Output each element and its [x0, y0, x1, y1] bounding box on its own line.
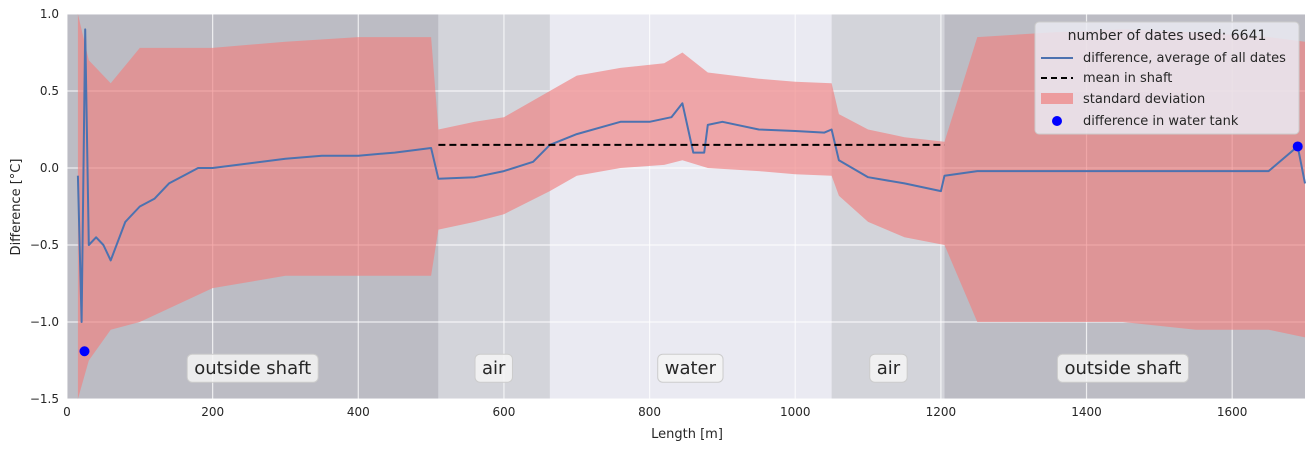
- y-tick-label: −1.5: [30, 392, 59, 406]
- legend-label-dashed: mean in shaft: [1083, 71, 1172, 86]
- x-tick-label: 1600: [1217, 405, 1248, 419]
- x-axis-label: Length [m]: [651, 427, 723, 442]
- x-tick-label: 600: [492, 405, 515, 419]
- x-tick-label: 1200: [926, 405, 957, 419]
- y-ticks: −1.5 −1.0 −0.5 0.0 0.5 1.0: [30, 7, 59, 406]
- std-band: [77, 14, 1305, 399]
- legend-swatch-band: [1041, 93, 1073, 104]
- legend-label-line: difference, average of all dates: [1083, 51, 1286, 66]
- x-tick-label: 1000: [780, 405, 811, 419]
- y-tick-label: 1.0: [40, 7, 59, 21]
- region-label-4: outside shaft: [1064, 358, 1181, 379]
- region-label-1: air: [482, 358, 506, 379]
- region-label-box-2: [657, 353, 724, 383]
- legend: number of dates used: 6641 difference, a…: [1034, 21, 1300, 135]
- legend-title: number of dates used: 6641: [1068, 28, 1267, 44]
- region-label-box-3: [869, 353, 908, 383]
- region-label-box-4: [1056, 353, 1189, 383]
- series-lines: [76, 28, 1306, 323]
- region-label-0: outside shaft: [194, 358, 311, 379]
- x-tick-label: 0: [63, 405, 71, 419]
- x-tick-label: 1400: [1071, 405, 1102, 419]
- legend-label-point: difference in water tank: [1083, 114, 1239, 129]
- region-label-2: water: [665, 358, 717, 379]
- x-tick-label: 800: [638, 405, 661, 419]
- x-ticks: 0 200 400 600 800 1000 1200 1400 1600: [63, 405, 1247, 419]
- series-points: [79, 141, 1303, 357]
- water-tank-point-1: [1292, 141, 1303, 152]
- legend-swatch-point: [1052, 116, 1062, 126]
- x-tick-label: 200: [201, 405, 224, 419]
- region-labels: outside shaft air water air outside shaft: [186, 353, 1189, 383]
- legend-label-band: standard deviation: [1083, 92, 1205, 107]
- legend-box: [1034, 21, 1300, 135]
- region-label-3: air: [877, 358, 901, 379]
- std-deviation-band: [77, 14, 1305, 399]
- y-axis-label: Difference [°C]: [9, 159, 24, 256]
- y-tick-label: −0.5: [30, 238, 59, 252]
- difference-line: [76, 28, 1306, 323]
- region-label-box-0: [186, 353, 319, 383]
- water-tank-point-0: [79, 346, 90, 357]
- y-tick-label: −1.0: [30, 315, 59, 329]
- y-tick-label: 0.5: [40, 84, 59, 98]
- x-tick-label: 400: [347, 405, 370, 419]
- region-label-box-1: [474, 353, 513, 383]
- y-tick-label: 0.0: [40, 161, 59, 175]
